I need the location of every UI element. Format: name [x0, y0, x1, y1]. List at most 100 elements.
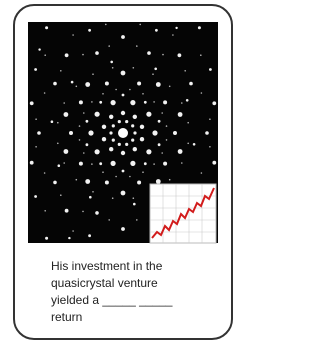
diffraction-spot [105, 181, 109, 185]
diffraction-spot [95, 112, 100, 117]
diffraction-spot [30, 161, 34, 165]
diffraction-spot [198, 26, 201, 29]
diffraction-spot [121, 35, 125, 39]
diffraction-spot [144, 101, 147, 104]
diffraction-spot [37, 131, 41, 135]
diffraction-spot [155, 29, 158, 32]
diffraction-spot [173, 131, 177, 135]
diffraction-spot [175, 27, 177, 29]
caption-line: His investment in the [51, 259, 163, 273]
diffraction-spot [44, 210, 46, 212]
diffraction-spot [95, 149, 100, 154]
diffraction-spot [201, 92, 203, 94]
diffraction-spot [122, 94, 125, 97]
diffraction-spot [85, 179, 90, 184]
diffraction-spot [71, 81, 74, 84]
diffraction-spot [140, 125, 144, 129]
diffraction-spot [153, 101, 155, 103]
diffraction-spot [163, 100, 167, 104]
diffraction-spot [53, 181, 57, 185]
diffraction-spot [64, 149, 69, 154]
diffraction-spot [89, 196, 92, 199]
diffraction-spot [65, 53, 69, 57]
diffraction-spot [112, 197, 114, 199]
diffraction-spot [131, 139, 134, 142]
diffraction-spot [44, 54, 46, 56]
diffraction-spot [184, 70, 186, 72]
diffraction-spot [163, 162, 167, 166]
diffraction-spot [79, 100, 83, 104]
diffraction-spot [79, 162, 83, 166]
diffraction-spot [99, 101, 102, 104]
diffraction-spot [178, 112, 183, 117]
diffraction-spot [79, 125, 81, 127]
diffraction-spot [186, 99, 189, 102]
diffraction-spot [130, 161, 135, 166]
diffraction-spot [102, 93, 104, 95]
diffraction-spot [45, 26, 48, 29]
diffraction-spot [193, 143, 196, 146]
diffraction-spot [200, 54, 202, 56]
diffraction-spot [111, 161, 116, 166]
diffraction-spot [68, 237, 70, 239]
diffraction-spot [181, 102, 183, 104]
diffraction-spot [91, 101, 93, 103]
diffraction-spot [139, 24, 141, 26]
diffraction-spot [209, 68, 212, 71]
diffraction-spot [136, 219, 138, 221]
diffraction-spot [153, 163, 155, 165]
diffraction-spot [178, 53, 182, 57]
diffraction-spot [38, 48, 40, 50]
diffraction-spot [79, 139, 81, 141]
diffraction-spot [162, 54, 164, 56]
diffraction-spot [108, 45, 110, 47]
diffraction-spot [156, 179, 161, 184]
diffraction-spot [121, 227, 125, 231]
diffraction-spot [187, 143, 189, 145]
diffraction-spot [95, 51, 99, 55]
diffraction-spot [115, 176, 117, 178]
diffraction-spot [57, 143, 59, 145]
diffraction-spot [129, 176, 131, 178]
diffraction-spot [156, 82, 161, 87]
diffraction-spot [133, 197, 135, 199]
diffraction-spot [102, 125, 106, 129]
diffraction-spot [121, 191, 126, 196]
diffraction-spot [187, 122, 189, 124]
diffraction-spot [178, 149, 183, 154]
diffraction-spot [110, 61, 113, 64]
diffraction-spot [142, 171, 144, 173]
diffraction-spot [121, 151, 125, 155]
diffraction-spot [65, 209, 69, 213]
diffraction-spot [60, 194, 62, 196]
diffraction-spot [118, 128, 128, 138]
diffraction-spot [111, 100, 116, 105]
diffraction-spot [112, 67, 114, 69]
diffraction-spot [88, 29, 91, 32]
caption-line: quasicrystal venture [51, 276, 158, 290]
diffraction-spot [121, 111, 125, 115]
diffraction-spot [201, 172, 203, 174]
diffraction-spot [69, 131, 73, 135]
diffraction-spot [109, 147, 113, 151]
diffraction-spot [172, 34, 174, 36]
diffraction-spot [137, 181, 141, 185]
diffraction-spot [121, 71, 126, 76]
caption-line: yielded a _____ _____ [51, 293, 173, 307]
diffraction-spot [30, 101, 34, 105]
diffraction-spot [92, 73, 94, 75]
diffraction-spot [133, 203, 136, 206]
diffraction-spot [109, 131, 112, 134]
diffraction-spot [88, 234, 91, 237]
diffraction-spot [212, 101, 216, 105]
diffraction-spot [83, 112, 85, 114]
diffraction-spot [64, 112, 69, 117]
diffraction-spot [122, 170, 125, 173]
diffraction-spot [133, 131, 136, 134]
diffraction-spot [166, 139, 168, 141]
diffraction-spot [91, 163, 93, 165]
diffraction-spot [136, 45, 138, 47]
diffraction-spot [205, 131, 209, 135]
diffraction-spot [45, 237, 48, 240]
diffraction-spot [102, 171, 104, 173]
